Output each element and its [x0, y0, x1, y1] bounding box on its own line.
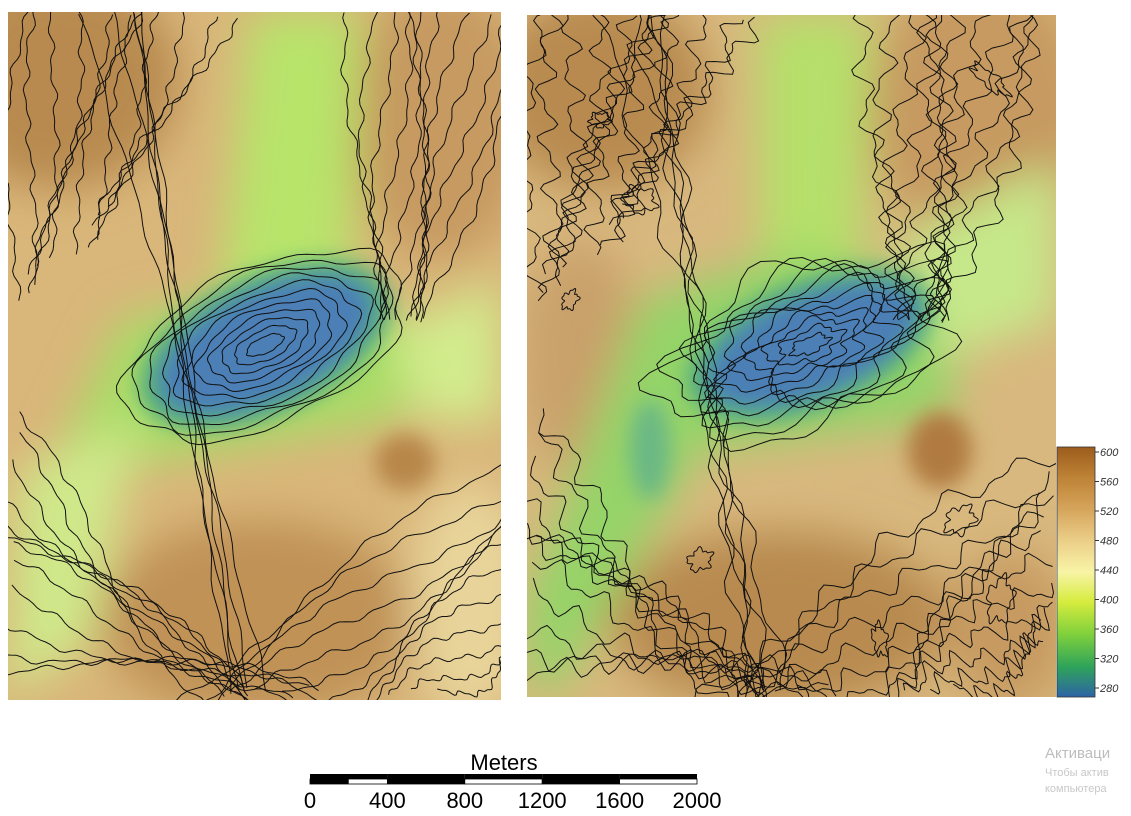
- scale-segment: [387, 774, 464, 779]
- colorbar-label: 560: [1100, 477, 1119, 489]
- scale-segment: [542, 774, 619, 779]
- watermark-line: компьютера: [1045, 783, 1107, 795]
- scale-segment: [620, 779, 697, 784]
- colorbar-label: 320: [1100, 654, 1119, 666]
- colorbar-label: 480: [1100, 536, 1119, 548]
- colorbar-label: 400: [1100, 595, 1119, 607]
- scale-label: 400: [369, 788, 406, 813]
- page: 600 560 520 480 440 400 360 320 280 Meters 0 400 8…: [0, 0, 1131, 816]
- scale-label: 2000: [673, 788, 722, 813]
- colorbar-label: 520: [1100, 506, 1119, 518]
- watermark-title: Активаци: [1045, 745, 1110, 762]
- watermark-line: Чтобы актив: [1045, 767, 1109, 779]
- colorbar-label: 360: [1100, 624, 1119, 636]
- map-figure: 600 560 520 480 440 400 360 320 280 Meters 0 400 8…: [0, 0, 1131, 816]
- scale-title: Meters: [470, 750, 537, 775]
- right-map: [490, 0, 1090, 716]
- colorbar-label: 600: [1100, 447, 1119, 459]
- scale-segment: [542, 779, 619, 784]
- scale-segment: [465, 779, 542, 784]
- scale-segment: [465, 774, 542, 779]
- left-map: [0, 0, 534, 720]
- scale-label: 1600: [595, 788, 644, 813]
- scale-segment: [620, 774, 697, 779]
- scale-segment: [310, 779, 349, 784]
- scale-label: 1200: [518, 788, 567, 813]
- scale-segment: [387, 779, 464, 784]
- scale-label: 0: [304, 788, 316, 813]
- scale-label: 800: [446, 788, 483, 813]
- colorbar: [1057, 447, 1095, 697]
- colorbar-label: 440: [1100, 565, 1119, 577]
- scale-segment: [310, 774, 387, 779]
- colorbar-label: 280: [1099, 683, 1119, 695]
